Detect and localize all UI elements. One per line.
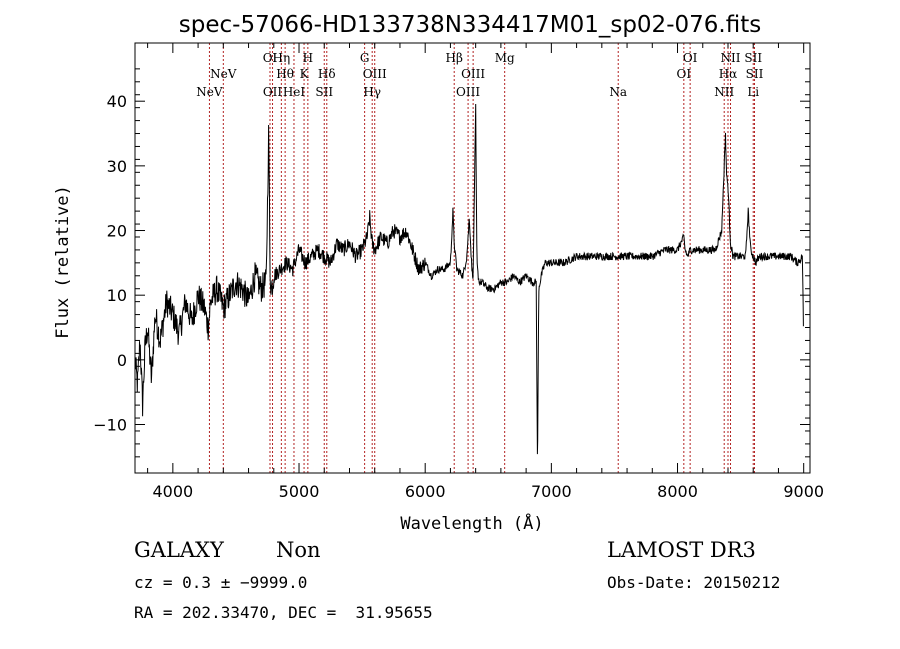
object-subclass: Non xyxy=(276,538,321,562)
emission-line-label: Hδ xyxy=(318,67,336,81)
emission-line-label: Hθ xyxy=(276,67,294,81)
x-tick-label: 6000 xyxy=(405,482,446,501)
emission-line-label: Hβ xyxy=(446,51,463,65)
chart-title: spec-57066-HD133738N334417M01_sp02-076.f… xyxy=(179,12,761,38)
x-tick-label: 8000 xyxy=(657,482,698,501)
y-tick-label: −10 xyxy=(93,416,127,435)
axis-ticks: 4000 5000 6000 7000 8000 9000 −10 0 10 20 30 40 xyxy=(93,43,824,501)
emission-line-label: Na xyxy=(609,85,627,99)
emission-line-label: SII xyxy=(746,67,764,81)
y-tick-label: 30 xyxy=(107,157,127,176)
emission-line-label: NeV xyxy=(210,67,237,81)
y-tick-label: 40 xyxy=(107,92,127,111)
object-class: GALAXY xyxy=(134,538,224,562)
y-tick-label: 20 xyxy=(107,222,127,241)
spectrum-line xyxy=(134,103,804,455)
emission-line-label: Hγ xyxy=(363,85,381,99)
x-tick-label: 7000 xyxy=(531,482,572,501)
spectrum-series xyxy=(134,103,804,455)
emission-line-label: Hη xyxy=(273,51,291,65)
x-axis-label: Wavelength (Å) xyxy=(400,512,543,534)
emission-line-label: OIII xyxy=(461,67,485,81)
emission-line-label: SII xyxy=(744,51,762,65)
x-tick-label: 4000 xyxy=(152,482,193,501)
emission-line-label: HeI xyxy=(283,85,306,99)
x-tick-label: 5000 xyxy=(279,482,320,501)
survey-name: LAMOST DR3 xyxy=(607,538,756,562)
emission-line-label: K xyxy=(300,67,310,81)
emission-line-label: OII xyxy=(263,85,283,99)
emission-line-label: OIII xyxy=(456,85,480,99)
y-tick-label: 0 xyxy=(117,351,127,370)
emission-line-label: SII xyxy=(315,85,333,99)
emission-line-label: G xyxy=(360,51,370,65)
y-tick-label: 10 xyxy=(107,286,127,305)
redshift-cz: cz = 0.3 ± −9999.0 xyxy=(134,573,308,592)
x-tick-label: 9000 xyxy=(783,482,824,501)
ra-dec-coordinates: RA = 202.33470, DEC = 31.95655 xyxy=(134,603,433,622)
y-axis-label: Flux (relative) xyxy=(53,185,73,339)
plot-frame xyxy=(134,42,811,474)
emission-line-label: OI xyxy=(683,51,698,65)
obs-date: Obs-Date: 20150212 xyxy=(607,573,781,592)
emission-line-label: Mg xyxy=(495,51,515,65)
emission-line-label: OIII xyxy=(363,67,387,81)
emission-line-label: NeV xyxy=(196,85,223,99)
emission-line-label: Hα xyxy=(719,67,738,81)
emission-line-label: Li xyxy=(747,85,759,99)
emission-line-label: NII xyxy=(721,51,741,65)
emission-line-label: NII xyxy=(714,85,734,99)
emission-line-label: OI xyxy=(263,51,278,65)
emission-line-label: H xyxy=(303,51,313,65)
emission-line-markers xyxy=(208,43,755,473)
emission-line-label: OI xyxy=(677,67,692,81)
